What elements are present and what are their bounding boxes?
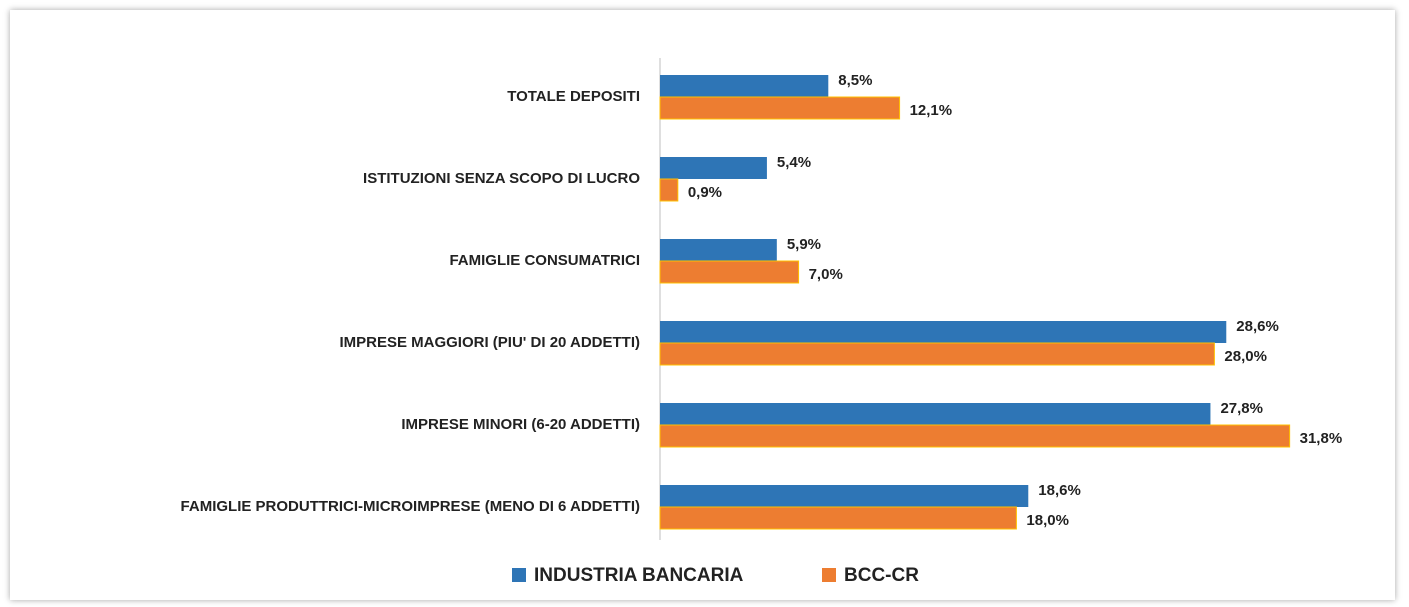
bar: [660, 321, 1227, 343]
bar: [660, 75, 829, 97]
bar: [659, 342, 1215, 366]
value-label: 18,0%: [1026, 512, 1069, 529]
category-label: FAMIGLIE PRODUTTRICI-MICROIMPRESE (MENO …: [180, 498, 640, 515]
value-label: 12,1%: [910, 102, 953, 119]
value-label: 28,6%: [1236, 318, 1279, 335]
category-label: IMPRESE MAGGIORI (PIU' DI 20 ADDETTI): [339, 334, 640, 351]
value-label: 7,0%: [809, 266, 843, 283]
category-label: TOTALE DEPOSITI: [507, 88, 640, 105]
bar: [659, 424, 1291, 448]
bar: [660, 157, 767, 179]
legend-label: BCC-CR: [844, 565, 919, 586]
category-label: IMPRESE MINORI (6-20 ADDETTI): [401, 416, 640, 433]
category-label: FAMIGLIE CONSUMATRICI: [449, 252, 640, 269]
category-label: ISTITUZIONI SENZA SCOPO DI LUCRO: [363, 170, 640, 187]
value-label: 5,4%: [777, 154, 811, 171]
bar: [659, 178, 679, 202]
bar: [659, 96, 901, 120]
value-label: 27,8%: [1220, 400, 1263, 417]
legend-swatch: [512, 568, 526, 582]
value-label: 28,0%: [1224, 348, 1267, 365]
legend-swatch: [822, 568, 836, 582]
value-label: 8,5%: [838, 72, 872, 89]
value-label: 31,8%: [1300, 430, 1343, 447]
bar: [659, 506, 1017, 530]
bar: [660, 403, 1211, 425]
value-label: 0,9%: [688, 184, 722, 201]
value-label: 5,9%: [787, 236, 821, 253]
value-label: 18,6%: [1038, 482, 1081, 499]
bar: [659, 260, 800, 284]
legend-label: INDUSTRIA BANCARIA: [534, 565, 744, 586]
bar: [660, 239, 777, 261]
bar: [660, 485, 1029, 507]
